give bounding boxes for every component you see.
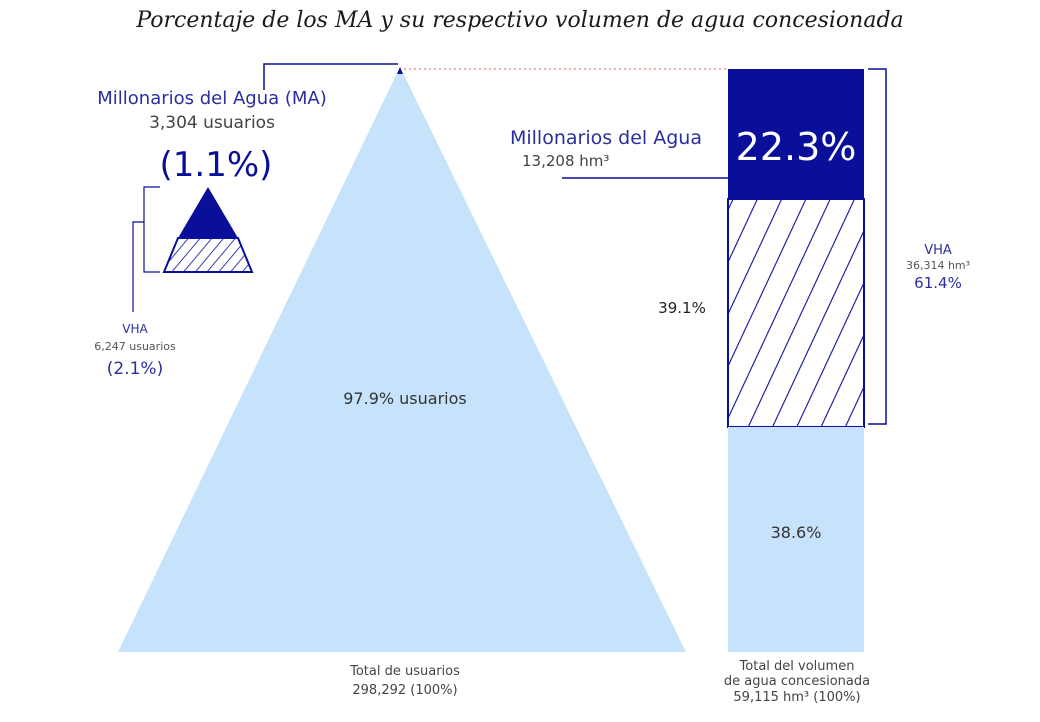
stacked-bar xyxy=(727,69,865,652)
pyramid-total-value: 298,292 (100%) xyxy=(352,683,457,698)
bar-ma-volume: 13,208 hm³ xyxy=(522,152,609,170)
bar-total-label-1: Total del volumen xyxy=(739,659,855,674)
bar-rest-percent: 38.6% xyxy=(771,523,822,542)
vha-left-percent: (2.1%) xyxy=(107,359,163,379)
ma-users-label: 3,304 usuarios xyxy=(149,113,275,133)
vha-left-users: 6,247 usuarios xyxy=(94,340,176,353)
vha-right-bracket xyxy=(868,68,887,425)
pyramid-total-label: Total de usuarios xyxy=(349,664,460,679)
vha-right-volume: 36,314 hm³ xyxy=(906,259,970,272)
bar-total-label-2: de agua concesionada xyxy=(724,674,870,689)
chart-title: Porcentaje de los MA y su respectivo vol… xyxy=(136,8,904,33)
bar-vha-percent: 39.1% xyxy=(658,299,706,317)
pyramid-rest-label: 97.9% usuarios xyxy=(343,389,466,408)
mini-pyramid-icon xyxy=(162,187,254,273)
ma-percent-label: (1.1%) xyxy=(160,145,273,185)
bar-ma-title: Millonarios del Agua xyxy=(510,127,702,149)
bar-segment-ma xyxy=(728,69,864,200)
bar-segment-rest xyxy=(728,426,864,652)
vha-left-title: VHA xyxy=(122,322,148,336)
ma-title-label: Millonarios del Agua (MA) xyxy=(97,88,327,109)
bar-total-value: 59,115 hm³ (100%) xyxy=(733,690,860,705)
pyramid-ma-tip xyxy=(397,67,403,74)
vha-right-title: VHA xyxy=(924,243,952,258)
vha-right-percent: 61.4% xyxy=(914,274,962,292)
pyramid-rest-segment xyxy=(118,67,686,652)
bar-segment-vha xyxy=(727,198,865,428)
ma-leader-line xyxy=(263,63,398,90)
vha-left-leader xyxy=(132,221,144,312)
bar-ma-percent: 22.3% xyxy=(736,125,857,169)
mini-bracket xyxy=(143,186,160,273)
